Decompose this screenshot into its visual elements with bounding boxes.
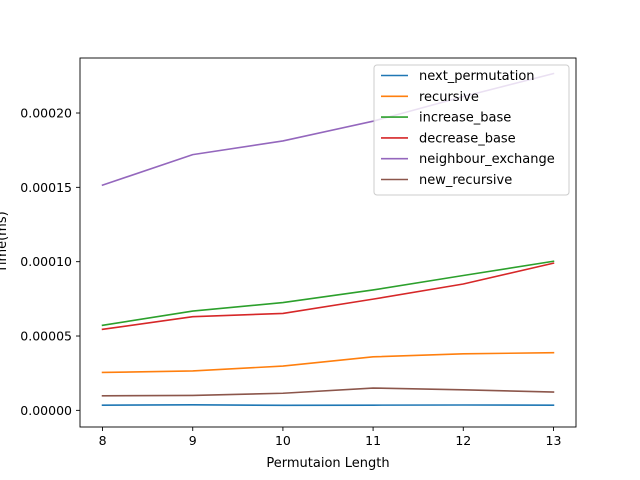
series-line-recursive (101, 351, 555, 374)
x-tick-label: 11 (365, 433, 381, 448)
y-tick-label: 0.00000 (20, 403, 72, 418)
y-tick-label: 0.00005 (20, 329, 72, 344)
y-tick-label: 0.00015 (20, 180, 72, 195)
x-tick-label: 10 (275, 433, 291, 448)
legend-label-next-permutation: next_permutation (419, 69, 535, 84)
plot-frame (79, 57, 577, 428)
y-tick-label: 0.00020 (20, 106, 72, 121)
legend-label-recursive: recursive (419, 90, 479, 105)
legend-label-neighbour-exchange: neighbour_exchange (419, 152, 555, 167)
x-tick-label: 9 (189, 433, 197, 448)
y-axis-ticks: 0.00000 0.00005 0.00010 0.00015 0.00020 (20, 106, 80, 418)
y-axis-label: Time(ms) (0, 211, 10, 273)
series-line-new-recursive (101, 387, 555, 397)
series-line-increase-base (101, 260, 555, 327)
x-tick-label: 13 (546, 433, 562, 448)
legend: next_permutation recursive increase_basede… (373, 64, 570, 196)
x-axis-label: Permutaion Length (266, 456, 389, 471)
legend-label-increase-base: increase_base (419, 111, 511, 126)
legend-label-new-recursive: new_recursive (419, 173, 512, 188)
series-layer (101, 72, 555, 407)
y-tick-label: 0.00010 (20, 254, 72, 269)
legend-label-decrease-base: decrease_base (419, 131, 516, 146)
x-tick-label: 8 (99, 433, 107, 448)
x-tick-label: 12 (455, 433, 471, 448)
legend-box (373, 64, 570, 196)
series-line-decrease-base (101, 262, 555, 331)
x-axis-ticks: 8 9 10 11 12 13 (99, 427, 562, 448)
